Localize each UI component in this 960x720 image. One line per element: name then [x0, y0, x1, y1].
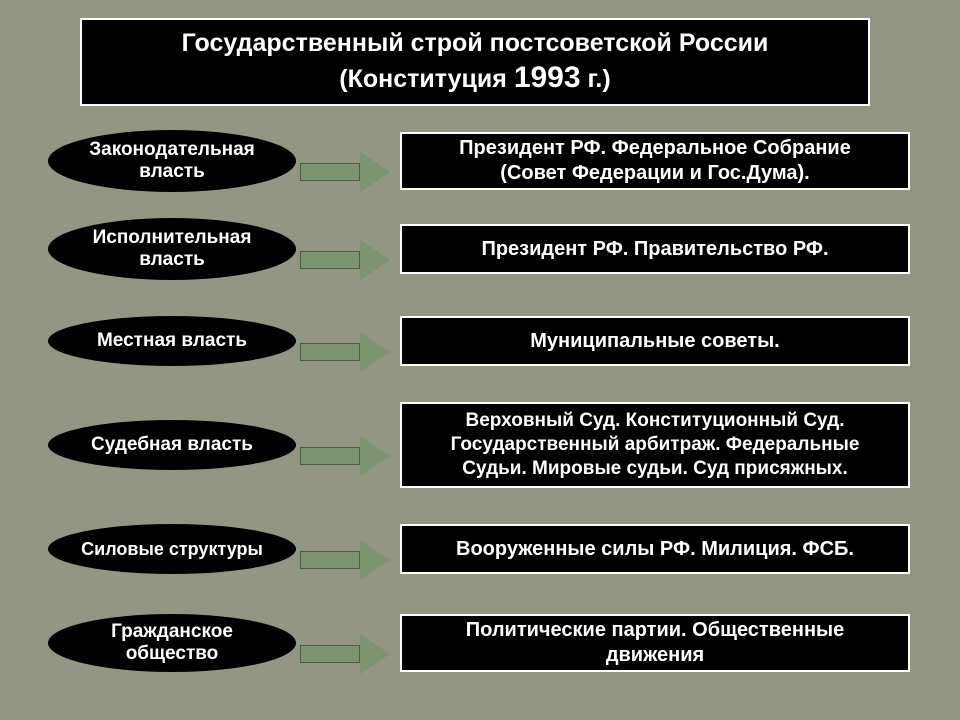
category-label: Местная власть [97, 330, 247, 352]
title-suffix: г.) [581, 65, 611, 93]
category-ellipse: Судебная власть [48, 420, 296, 470]
category-ellipse: Гражданское общество [48, 614, 296, 672]
description-box: Политические партии. Общественные движен… [400, 614, 910, 672]
category-label: Гражданское общество [111, 621, 233, 665]
description-box: Верховный Суд. Конституционный Суд. Госу… [400, 402, 910, 488]
description-box: Президент РФ. Правительство РФ. [400, 224, 910, 274]
category-label: Судебная власть [91, 434, 253, 456]
description-box: Муниципальные советы. [400, 316, 910, 366]
description-text: Вооруженные силы РФ. Милиция. ФСБ. [456, 537, 854, 562]
description-text: Верховный Суд. Конституционный Суд. Госу… [451, 409, 860, 480]
description-text: Политические партии. Общественные движен… [466, 618, 845, 668]
description-text: Президент РФ. Правительство РФ. [481, 237, 828, 262]
description-box: Президент РФ. Федеральное Собрание (Сове… [400, 132, 910, 190]
category-ellipse: Исполнительная власть [48, 218, 296, 280]
category-label: Исполнительная власть [93, 227, 252, 271]
category-label: Силовые структуры [81, 539, 263, 560]
category-ellipse: Законодательная власть [48, 130, 296, 192]
description-text: Президент РФ. Федеральное Собрание (Сове… [459, 136, 851, 186]
diagram-title: Государственный строй постсоветской Росс… [80, 18, 870, 106]
category-label: Законодательная власть [89, 139, 255, 183]
description-text: Муниципальные советы. [530, 329, 779, 354]
description-box: Вооруженные силы РФ. Милиция. ФСБ. [400, 524, 910, 574]
title-line-2: (Конституция 1993 г.) [82, 59, 868, 97]
title-year: 1993 [514, 61, 581, 94]
category-ellipse: Местная власть [48, 316, 296, 366]
title-prefix: (Конституция [339, 65, 514, 93]
title-line-1: Государственный строй постсоветской Росс… [82, 28, 868, 59]
category-ellipse: Силовые структуры [48, 524, 296, 574]
